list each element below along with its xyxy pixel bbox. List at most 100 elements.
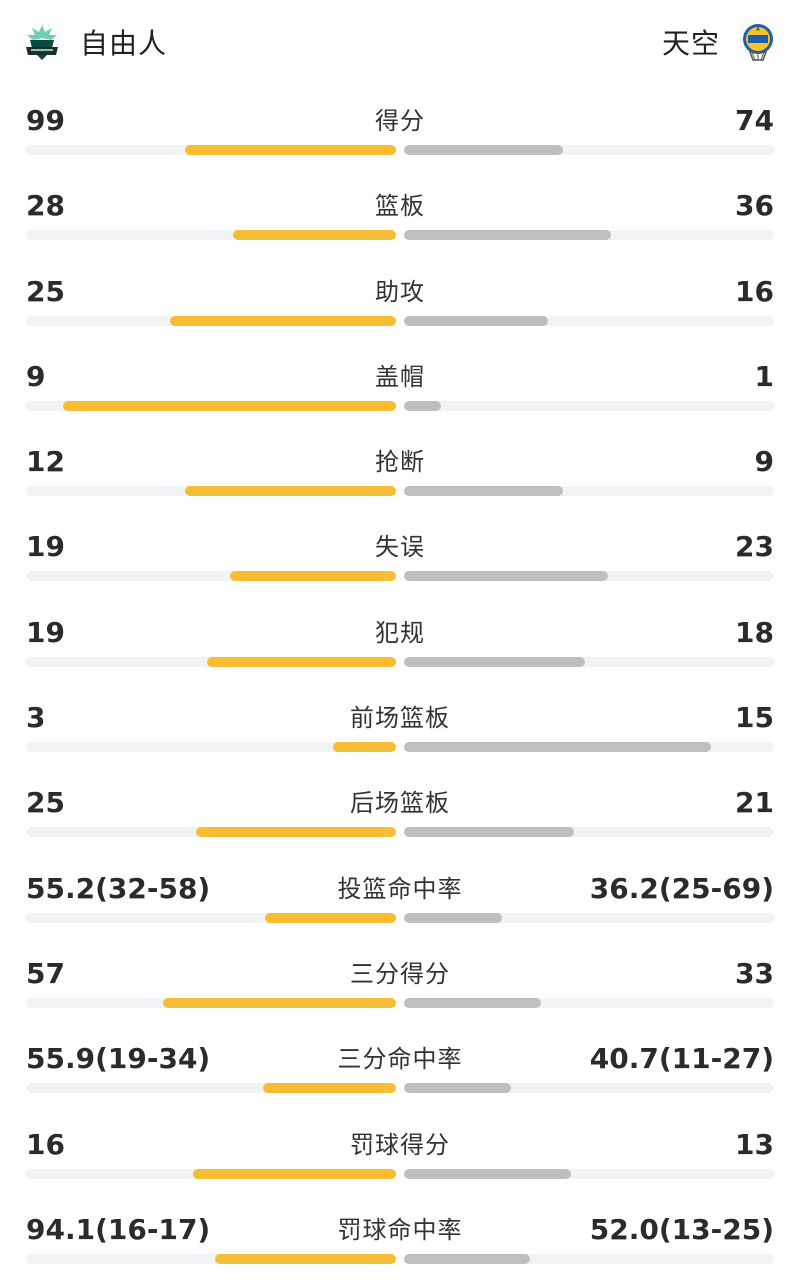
stat-label: 犯规 [375,618,425,647]
home-stat-value: 3 [26,701,46,735]
home-stat-value: 25 [26,274,65,308]
home-stat-value: 25 [26,786,65,820]
home-stat-value: 19 [26,615,65,649]
stat-row: 57 三分得分 33 [0,939,800,1024]
home-stat-bar [196,827,396,838]
stat-label: 失误 [375,533,425,562]
away-stat-value: 40.7(11-27) [589,1042,774,1076]
home-team-name: 自由人 [80,27,168,60]
away-stat-bar [404,486,564,497]
sky-logo-icon [743,24,773,61]
away-bar-track [404,827,774,838]
home-stat-value: 9 [26,359,46,393]
away-stat-bar [404,912,503,923]
away-stat-bar [404,1083,512,1094]
home-bar-track [26,997,396,1008]
away-stat-value: 18 [735,615,774,649]
home-stat-value: 55.9(19-34) [26,1042,211,1076]
stat-row: 99 得分 74 [0,86,800,171]
home-stat-value: 94.1(16-17) [26,1212,211,1246]
home-bar-track [26,1253,396,1264]
home-bar-track [26,742,396,753]
stat-row: 19 犯规 18 [0,598,800,683]
home-stat-bar [185,145,396,155]
stat-row: 55.9(19-34) 三分命中率 40.7(11-27) [0,1024,800,1109]
stat-row: 25 后场篮板 21 [0,768,800,853]
away-stat-value: 33 [735,956,774,990]
home-stat-bar [192,1168,396,1179]
away-bar-track [404,486,774,497]
away-team[interactable]: 天空 [662,20,778,64]
home-bar-track [26,315,396,326]
away-stat-value: 15 [735,701,774,735]
away-bar-track [404,1168,774,1179]
away-bar-track [404,1253,774,1264]
away-stat-value: 74 [735,104,774,137]
home-bar-track [26,1168,396,1179]
home-bar-track [26,912,396,923]
home-bar-track [26,400,396,411]
stat-label: 投篮命中率 [337,874,463,903]
home-bar-track [26,571,396,582]
home-bar-track [26,230,396,241]
stat-label: 盖帽 [375,362,425,391]
away-bar-track [404,656,774,667]
away-stat-value: 36.2(25-69) [589,871,774,905]
stat-row: 12 抢断 9 [0,427,800,512]
home-stat-bar [229,571,396,582]
stats-list: 99 得分 74 28 篮板 36 25 助攻 16 9 盖帽 1 12 抢断 9 19 失误 23 19 犯规 18 3… [0,86,800,1280]
away-stat-value: 16 [735,274,774,308]
home-bar-track [26,486,396,497]
away-stat-value: 21 [735,786,774,820]
stat-label: 罚球命中率 [337,1215,463,1244]
away-stat-bar [404,145,564,155]
away-bar-track [404,145,774,155]
home-stat-value: 99 [26,104,65,137]
home-bar-track [26,145,396,155]
stat-row: 28 篮板 36 [0,171,800,256]
away-bar-track [404,997,774,1008]
away-team-name: 天空 [661,27,720,60]
stat-label: 抢断 [375,448,425,477]
away-stat-value: 36 [735,189,774,223]
home-stat-value: 57 [26,956,65,990]
home-stat-bar [264,912,396,923]
home-stat-bar [170,315,396,326]
stat-row: 9 盖帽 1 [0,342,800,427]
away-stat-bar [404,400,441,411]
away-stat-bar [404,1253,530,1264]
away-stat-value: 52.0(13-25) [589,1212,774,1246]
away-stat-value: 13 [735,1127,774,1161]
away-stat-bar [404,315,549,326]
away-stat-bar [404,571,608,582]
home-stat-value: 28 [26,189,65,223]
stat-label: 三分命中率 [337,1045,463,1074]
home-stat-bar [262,1083,396,1094]
away-bar-track [404,400,774,411]
away-stat-value: 9 [754,445,774,479]
away-stat-bar [404,827,575,838]
home-bar-track [26,827,396,838]
stat-label: 助攻 [375,277,425,306]
stat-label: 篮板 [375,192,425,221]
team-header: 自由人 天空 [0,0,800,86]
stat-row: 3 前场篮板 15 [0,683,800,768]
away-stat-bar [404,656,586,667]
away-bar-track [404,571,774,582]
away-bar-track [404,912,774,923]
away-stat-bar [404,230,612,241]
home-bar-track [26,1083,396,1094]
away-bar-track [404,1083,774,1094]
stat-label: 前场篮板 [350,704,450,733]
away-bar-track [404,230,774,241]
away-stat-value: 1 [754,359,774,393]
away-bar-track [404,315,774,326]
home-stat-bar [214,1253,396,1264]
stat-row: 94.1(16-17) 罚球命中率 52.0(13-25) [0,1195,800,1280]
liberty-logo-icon [26,25,58,60]
home-stat-bar [185,486,396,497]
away-stat-value: 23 [735,530,774,564]
home-team[interactable]: 自由人 [22,20,167,64]
home-stat-bar [63,400,396,411]
stat-label: 后场篮板 [350,789,450,818]
